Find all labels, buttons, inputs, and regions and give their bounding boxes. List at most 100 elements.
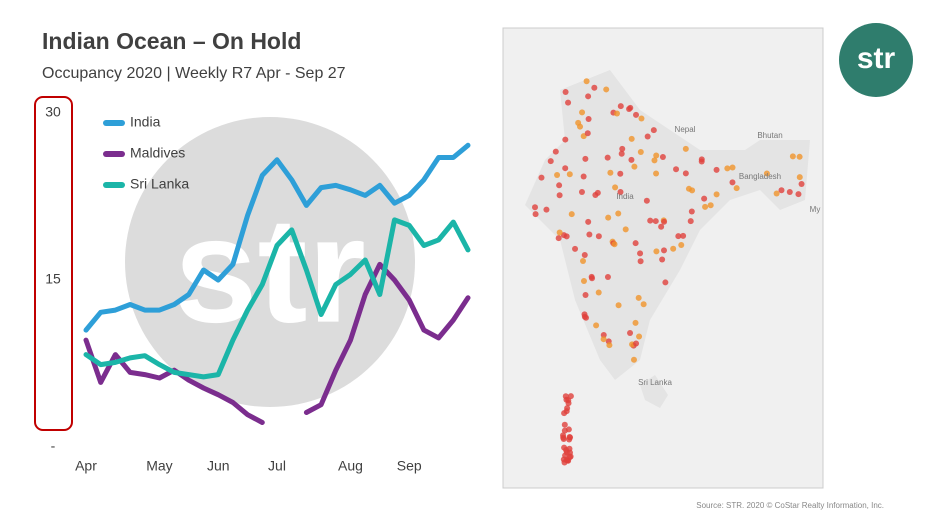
map-dot [563, 233, 570, 240]
map-dot [561, 427, 568, 434]
map-dot [589, 275, 596, 282]
map-dot [796, 174, 803, 181]
map-land [525, 70, 810, 380]
map-dot [682, 145, 689, 152]
map-dot [562, 88, 569, 95]
map-dot [618, 150, 625, 157]
map-dot [659, 154, 666, 161]
map-dot [626, 105, 633, 112]
map-dot [585, 93, 592, 100]
series-line [83, 142, 471, 333]
map-dot [617, 189, 624, 196]
map-dot [773, 190, 780, 197]
map-dot [682, 170, 689, 177]
map-dot [560, 432, 567, 439]
map-dot [611, 241, 618, 248]
map-dot [580, 173, 587, 180]
map-dot [543, 206, 550, 213]
map-dot [685, 185, 692, 192]
map-dot [638, 115, 645, 122]
map-dot [578, 189, 585, 196]
map-dot [698, 158, 705, 165]
map-dot [605, 214, 612, 221]
map-dot [562, 165, 569, 172]
map-dot [619, 145, 626, 152]
y-tick-label: 30 [45, 104, 61, 120]
map-dot [637, 148, 644, 155]
map-dot [688, 208, 695, 215]
map-dot [603, 86, 610, 93]
map-dot [643, 197, 650, 204]
map-dot [554, 172, 561, 179]
map-dot [561, 459, 568, 466]
map-dot [583, 78, 590, 85]
map-dot [581, 252, 588, 259]
map-dot [659, 256, 666, 263]
map-label: India [616, 192, 634, 201]
map-dot [713, 191, 720, 198]
logo: str [857, 42, 896, 75]
map-dot [566, 445, 573, 452]
map-dot [584, 130, 591, 137]
chart-title: Indian Ocean – On Hold [42, 28, 301, 54]
map-dot [631, 163, 638, 170]
map-dot [660, 247, 667, 254]
map-dot [707, 202, 714, 209]
map-dot [635, 294, 642, 301]
x-tick-label: Aug [338, 458, 363, 474]
map-dot [582, 292, 589, 299]
chart-subtitle: Occupancy 2020 | Weekly R7 Apr - Sep 27 [42, 65, 346, 82]
map-dot [622, 226, 629, 233]
map-dot [640, 301, 647, 308]
map-dot [591, 84, 598, 91]
map-dot [652, 218, 659, 225]
map-dot [552, 148, 559, 155]
map-dot [675, 233, 682, 240]
map-dot [606, 342, 613, 349]
map-dot [568, 211, 575, 218]
map-dot [636, 333, 643, 340]
map-dot [594, 189, 601, 196]
map-dot [555, 235, 562, 242]
map-dot [562, 136, 569, 143]
map-dot [763, 170, 770, 177]
x-tick-label: Jun [207, 458, 230, 474]
map-dot [572, 245, 579, 252]
map-dot [579, 109, 586, 116]
logo-circle [839, 23, 913, 97]
map-dot [566, 171, 573, 178]
map-frame [502, 27, 824, 489]
map-dot [617, 103, 624, 110]
map-dot [617, 170, 624, 177]
source: Source: STR. 2020 © CoStar Realty Inform… [696, 501, 884, 510]
map-label: Bangladesh [739, 172, 781, 181]
map-dot [651, 157, 658, 164]
map-dot [580, 257, 587, 264]
map-label: Nepal [675, 125, 696, 134]
map-dot [647, 217, 654, 224]
map-dot [581, 311, 588, 318]
x-tick-label: Jul [268, 458, 286, 474]
map-label: Bhutan [757, 131, 782, 140]
map-dot [607, 169, 614, 176]
map-dot [615, 302, 622, 309]
map-dot [778, 187, 785, 194]
map-dot [724, 165, 731, 172]
map-dot [612, 184, 619, 191]
map-dot [786, 188, 793, 195]
map-dot [650, 127, 657, 134]
x-tick-label: Apr [75, 458, 97, 474]
map-dot [795, 191, 802, 198]
map-dot [632, 240, 639, 247]
legend-label: Sri Lanka [130, 176, 189, 192]
map-dot [637, 250, 644, 257]
map-dot [789, 153, 796, 160]
map-dot [644, 133, 651, 140]
map-dot [733, 185, 740, 192]
map-dot [556, 192, 563, 199]
map-dot [585, 116, 592, 123]
map-dot [538, 174, 545, 181]
map-dot [604, 273, 611, 280]
highlight-box [34, 96, 73, 431]
